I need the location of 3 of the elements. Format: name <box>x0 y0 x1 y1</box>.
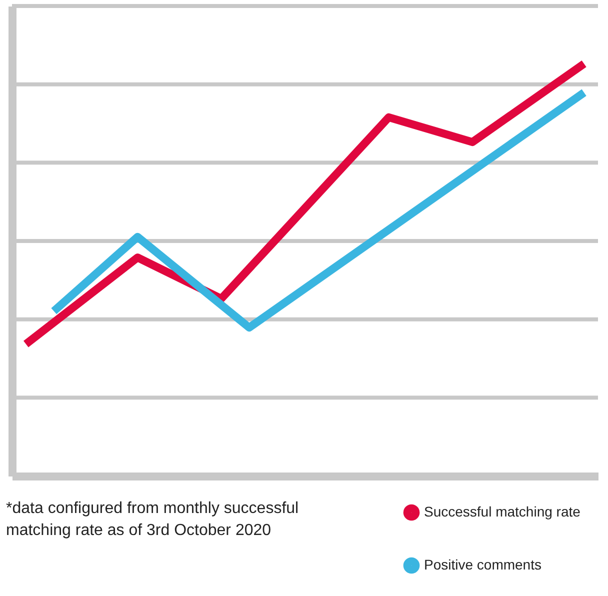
legend-label: Successful matching rate <box>424 504 581 520</box>
text: *data configured from monthly successful matching rate as of 3rd October 2020 <box>6 500 299 539</box>
legend-label: Positive comments <box>424 556 542 572</box>
